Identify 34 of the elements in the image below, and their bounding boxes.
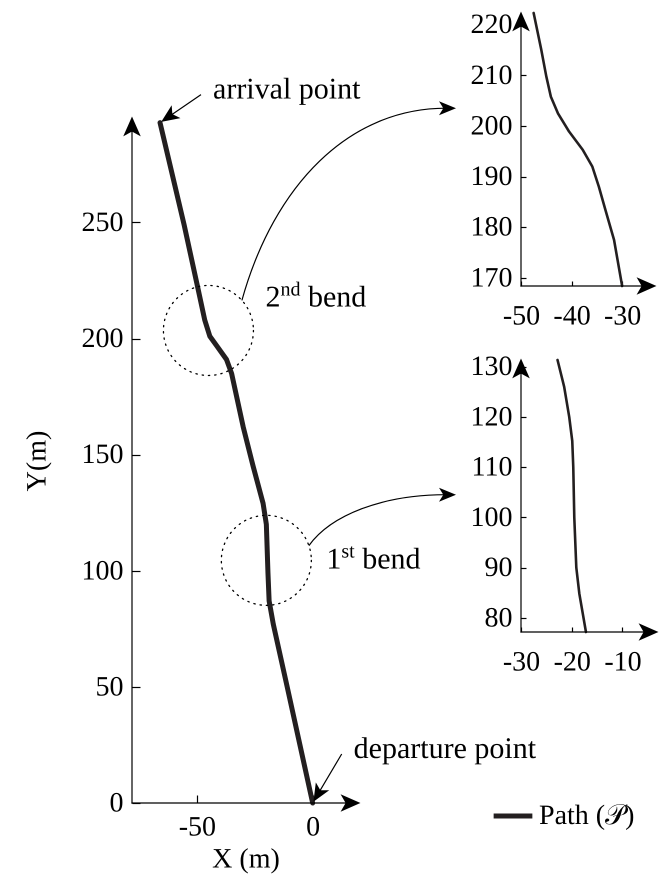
annotation: departure point bbox=[354, 732, 537, 765]
y-tick-label: 220 bbox=[470, 9, 512, 40]
y-tick-label: 250 bbox=[82, 206, 124, 238]
y-tick-label: 50 bbox=[96, 671, 124, 702]
y-axis-title: Y(m) bbox=[22, 430, 52, 492]
x-tick-label: -20 bbox=[554, 646, 591, 678]
y-tick-label: 130 bbox=[470, 351, 512, 382]
line-series bbox=[532, 12, 624, 288]
y-tick-label: 100 bbox=[470, 502, 512, 533]
x-tick-label: -50 bbox=[178, 812, 216, 842]
legend-label: Path (𝒫) bbox=[539, 800, 634, 831]
y-tick-label: 190 bbox=[470, 161, 512, 192]
y-tick-label: 170 bbox=[470, 262, 512, 294]
x-tick-label: -40 bbox=[553, 300, 591, 332]
y-tick-label: 120 bbox=[470, 401, 512, 432]
x-tick-label: -10 bbox=[604, 646, 642, 678]
annotation: arrival point bbox=[213, 72, 362, 106]
annotation: 1$^{st}$ bend bbox=[326, 540, 421, 576]
x-tick-label: -30 bbox=[502, 646, 540, 678]
y-tick-label: 200 bbox=[470, 110, 512, 142]
line-series bbox=[556, 358, 588, 634]
x-tick-label: -50 bbox=[502, 300, 540, 332]
y-tick-label: 90 bbox=[484, 552, 512, 584]
y-tick-label: 180 bbox=[470, 212, 512, 243]
annotation: 2$^{nd}$ bend bbox=[265, 278, 366, 314]
y-tick-label: 0 bbox=[110, 788, 124, 818]
x-axis-title: X (m) bbox=[212, 844, 280, 874]
y-tick-label: 210 bbox=[470, 60, 512, 91]
y-tick-label: 110 bbox=[472, 452, 512, 483]
y-tick-label: 100 bbox=[82, 555, 124, 586]
x-tick-label: -30 bbox=[604, 300, 642, 332]
y-tick-label: 150 bbox=[82, 439, 124, 470]
y-tick-label: 200 bbox=[82, 323, 124, 354]
y-tick-label: 80 bbox=[484, 602, 512, 634]
